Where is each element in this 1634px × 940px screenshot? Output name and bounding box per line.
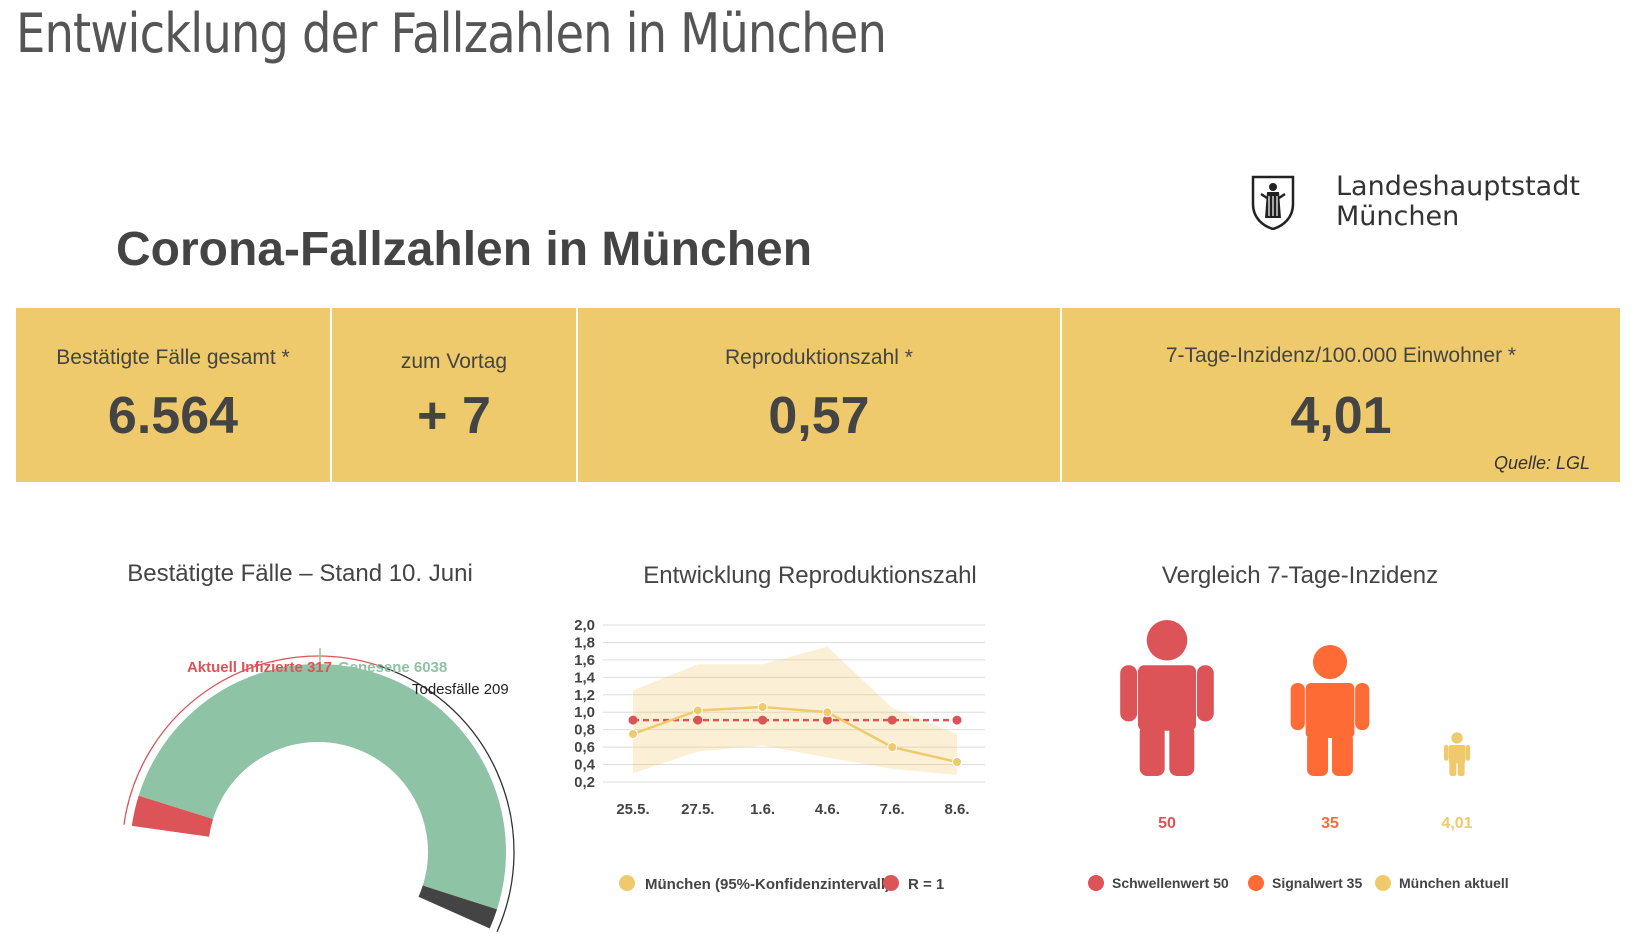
legend-label-signal: Signalwert 35	[1272, 875, 1362, 891]
donut-callout-arc	[123, 655, 378, 825]
data-point-munich	[757, 701, 768, 712]
donut-chart-title: Bestätigte Fälle – Stand 10. Juni	[127, 560, 473, 587]
legend-label-threshold: Schwellenwert 50	[1112, 875, 1229, 891]
x-tick-label: 7.6.	[880, 801, 905, 818]
legend-marker-munich	[1375, 875, 1391, 891]
line-chart-title: Entwicklung Reproduktionszahl	[643, 562, 977, 589]
y-tick-label: 1,2	[575, 687, 595, 704]
data-point-munich	[887, 742, 898, 753]
data-point-munich	[628, 729, 638, 740]
kpi-value: 0,57	[768, 387, 870, 445]
donut-label-deaths: Todesfälle 209	[412, 681, 509, 698]
y-tick-label: 0,2	[575, 774, 595, 791]
kpi-value: + 7	[417, 387, 491, 445]
y-tick-label: 2,0	[575, 617, 595, 634]
kpi-label: 7-Tage-Inzidenz/100.000 Einwohner *	[1165, 344, 1517, 367]
y-tick-label: 0,6	[575, 739, 595, 756]
person-icon	[1443, 732, 1471, 776]
kpi-label: Bestätigte Fälle gesamt *	[56, 346, 290, 369]
kpi-label: Reproduktionszahl *	[725, 346, 913, 369]
donut-slice-aktuell-infizierte	[131, 795, 214, 837]
person-icon	[1120, 620, 1214, 776]
legend-marker-signal	[1248, 875, 1264, 891]
y-tick-label: 1,6	[575, 652, 595, 669]
data-point-r1	[693, 715, 703, 725]
logo-line-1: Landeshauptstadt	[1336, 171, 1580, 202]
city-logo: Landeshauptstadt München	[1250, 172, 1590, 232]
donut-label-recovered: Genesene 6038	[338, 659, 447, 676]
data-point-r1	[887, 715, 897, 725]
legend-marker-munich	[619, 875, 635, 891]
legend-label-r1: R = 1	[908, 876, 944, 893]
data-point-munich	[822, 707, 833, 718]
donut-chart: Aktuell Infizierte 317 Genesene 6038 Tod…	[123, 648, 515, 932]
donut-slice-genesene	[138, 664, 506, 910]
source-note: Quelle: LGL	[1493, 453, 1590, 473]
pictogram-chart-title: Vergleich 7-Tage-Inzidenz	[1161, 562, 1439, 589]
headline: Corona-Fallzahlen in München	[116, 223, 813, 276]
x-tick-label: 8.6.	[944, 801, 969, 818]
logo-line-2: München	[1336, 201, 1460, 232]
legend-marker-threshold	[1088, 875, 1104, 891]
series-line-munich	[632, 705, 958, 764]
legend-label-munich: München (95%-Konfidenzintervall)	[645, 876, 890, 893]
data-point-munich	[952, 756, 962, 767]
y-tick-label: 1,0	[575, 704, 595, 721]
y-tick-label: 0,8	[575, 722, 595, 739]
line-chart: 2,0 1,8 1,6 1,4 1,2 1,0 0,8 0,6 0,4 0,2 …	[575, 617, 985, 893]
value-label-munich: 4,01	[1441, 815, 1472, 832]
kpi-banner: Bestätigte Fälle gesamt * 6.564 zum Vort…	[16, 308, 1620, 482]
y-tick-label: 1,8	[575, 634, 595, 651]
data-point-r1	[822, 715, 832, 725]
munich-coat-of-arms-icon	[1251, 175, 1295, 230]
value-label-threshold: 50	[1158, 815, 1176, 832]
kpi-reproduction-number: Reproduktionszahl * 0,57	[578, 308, 1062, 482]
x-tick-label: 25.5.	[616, 801, 649, 818]
x-tick-label: 4.6.	[815, 801, 840, 818]
person-icon	[1290, 644, 1370, 776]
confidence-band	[633, 646, 957, 776]
pictogram-chart: 50 35 4,01 Schwellenwert 50 Signalwert 3…	[1088, 620, 1509, 891]
page-title: Entwicklung der Fallzahlen in München	[16, 2, 887, 65]
value-label-signal: 35	[1321, 815, 1339, 832]
y-tick-label: 0,4	[575, 757, 596, 774]
data-point-munich	[692, 705, 703, 716]
legend-label-munich: München aktuell	[1399, 875, 1509, 891]
data-point-r1	[628, 715, 638, 725]
data-point-r1	[758, 715, 768, 725]
x-tick-label: 1.6.	[750, 801, 775, 818]
legend-marker-r1	[883, 875, 899, 891]
kpi-daily-change: zum Vortag + 7	[332, 308, 578, 482]
donut-label-infected: Aktuell Infizierte 317	[187, 659, 332, 676]
data-point-r1	[952, 715, 962, 725]
kpi-total-cases: Bestätigte Fälle gesamt * 6.564	[16, 308, 332, 482]
donut-callout-arc	[377, 664, 515, 932]
x-tick-label: 27.5.	[681, 801, 714, 818]
y-tick-label: 1,4	[575, 669, 596, 686]
kpi-value: 4,01	[1290, 387, 1392, 445]
kpi-value: 6.564	[107, 387, 239, 445]
kpi-7-day-incidence: 7-Tage-Inzidenz/100.000 Einwohner * 4,01…	[1062, 308, 1620, 482]
kpi-label: zum Vortag	[400, 350, 508, 373]
